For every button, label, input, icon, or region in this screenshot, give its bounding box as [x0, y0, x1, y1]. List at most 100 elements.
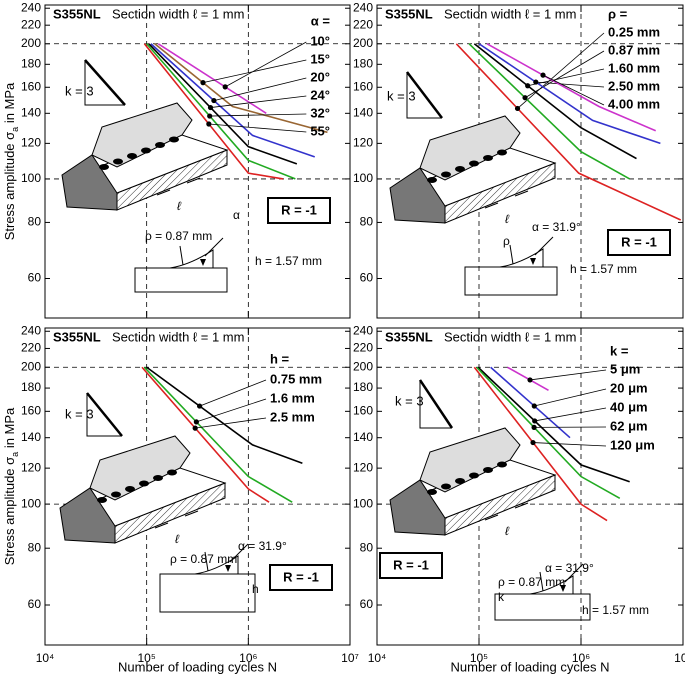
label-marker [540, 72, 546, 78]
legend-label: 15° [310, 51, 330, 66]
plate-side [61, 154, 118, 211]
label-marker [211, 97, 217, 104]
label-marker [525, 83, 531, 89]
notch-mark [200, 259, 206, 266]
x-axis-label: Number of loading cycles N [451, 659, 610, 674]
y-tick-label: 160 [21, 79, 41, 93]
y-tick-label: 120 [21, 460, 41, 474]
notch-arrow [534, 236, 554, 256]
y-tick-label: 200 [353, 36, 373, 50]
legend-title: k = [610, 343, 629, 358]
width-arrow [514, 190, 529, 197]
leader-line [225, 41, 307, 88]
y-tick-label: 60 [28, 597, 42, 611]
x-tick-label: 10⁷ [674, 651, 685, 665]
notch-label: h = 1.57 mm [255, 254, 322, 268]
y-tick-label: 80 [360, 540, 374, 554]
weld-toe [113, 158, 123, 165]
label-marker [527, 377, 533, 383]
width-symbol: ℓ [175, 532, 180, 546]
label-marker [531, 424, 537, 430]
label-marker [531, 403, 537, 409]
weld-toe [111, 491, 121, 498]
leader-line [532, 442, 607, 447]
weld-toe [153, 475, 163, 481]
weld-toe [441, 483, 451, 490]
y-tick-label: 220 [353, 341, 373, 355]
notch-weld [169, 249, 214, 269]
leader-line [196, 398, 267, 423]
notch-mark [530, 258, 536, 265]
sn-curve [157, 43, 267, 114]
notch-arrow [229, 543, 249, 563]
weld-toe [427, 489, 437, 495]
legend-label: 1.6 mm [270, 390, 315, 405]
section-width: Section width ℓ = 1 mm [112, 329, 244, 344]
x-tick-label: 10⁴ [368, 651, 387, 665]
sn-curve [476, 366, 621, 499]
x-tick-label: 10⁶ [239, 651, 257, 665]
weld-toe [497, 149, 507, 156]
legend-label: 62 μm [610, 418, 648, 433]
y-axis-label-part: Stress amplitude σ [2, 132, 17, 240]
y-tick-label: 180 [353, 380, 373, 394]
load-ratio: R = -1 [621, 234, 657, 249]
y-tick-label: 100 [21, 496, 41, 510]
plate-side [389, 167, 446, 224]
legend-label: 20 μm [610, 380, 648, 395]
legend-label: 0.75 mm [270, 371, 322, 386]
attachment [91, 102, 193, 168]
label-marker [206, 121, 212, 127]
load-ratio-box [267, 197, 331, 224]
legend-label: 20° [310, 69, 330, 84]
leader-line [210, 95, 307, 108]
y-tick-label: 200 [353, 359, 373, 373]
sn-curve [486, 43, 657, 132]
attachment [419, 427, 521, 493]
y-tick-label: 120 [353, 460, 373, 474]
sn-curve [146, 366, 303, 465]
y-tick-label: 180 [21, 380, 41, 394]
leader-line [202, 59, 307, 84]
weld-toe [125, 486, 135, 492]
legend-label: 1.60 mm [608, 60, 660, 75]
x-tick-label: 10⁴ [36, 651, 55, 665]
y-tick-label: 240 [353, 0, 373, 14]
y-tick-label: 200 [21, 359, 41, 373]
weld-toe [99, 164, 109, 170]
load-ratio: R = -1 [281, 202, 317, 217]
slope-line [86, 392, 123, 437]
y-tick-label: 140 [21, 430, 41, 444]
material: S355NL [53, 6, 101, 21]
y-tick-label: 160 [353, 79, 373, 93]
y-tick-label: 240 [21, 0, 41, 14]
y-tick-label: 240 [21, 323, 41, 337]
notch-plate [159, 573, 256, 613]
y-tick-label: 220 [353, 17, 373, 31]
sn-curve [473, 366, 608, 522]
load-ratio-box [269, 564, 333, 591]
slope-triangle [406, 72, 442, 119]
section-width: Section width ℓ = 1 mm [444, 6, 576, 21]
section-width: Section width ℓ = 1 mm [112, 6, 244, 21]
slope-triangle [84, 60, 125, 106]
label-marker [530, 439, 536, 446]
leader-line [208, 123, 307, 133]
leader-line [524, 50, 605, 99]
leader-line [534, 407, 607, 422]
y-tick-label: 80 [28, 215, 42, 229]
weld-toe [139, 480, 149, 487]
x-tick-label: 10⁶ [572, 651, 590, 665]
notch-label: α = 31.9° [545, 561, 594, 575]
notch-mark [225, 565, 231, 572]
y-tick-label: 60 [28, 271, 42, 285]
notch-label: h = 1.57 mm [582, 603, 649, 617]
notch-label: α [233, 208, 240, 222]
label-marker [533, 79, 539, 85]
width-symbol: ℓ [505, 212, 510, 226]
load-ratio-box [379, 552, 443, 579]
weld-toe [469, 160, 479, 167]
width-symbol: ℓ [505, 524, 510, 538]
legend-label: 10° [310, 33, 330, 48]
y-tick-label: 140 [353, 105, 373, 119]
